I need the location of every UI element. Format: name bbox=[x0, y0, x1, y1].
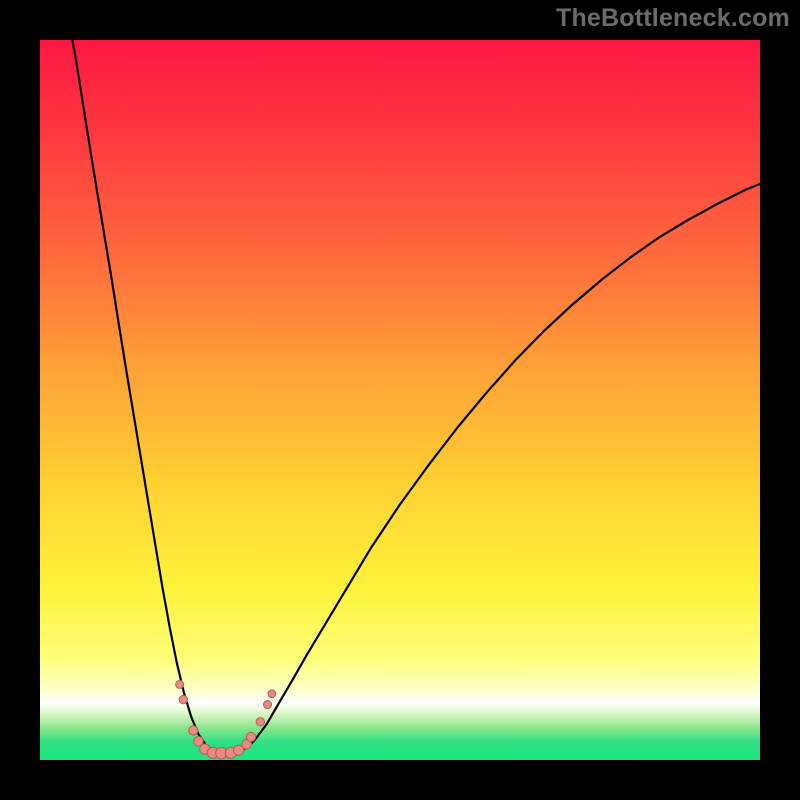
data-marker bbox=[264, 701, 272, 709]
data-marker bbox=[176, 680, 184, 688]
data-marker bbox=[179, 695, 187, 703]
data-marker bbox=[189, 726, 198, 735]
watermark-text: TheBottleneck.com bbox=[556, 4, 790, 33]
bottleneck-chart bbox=[0, 0, 800, 800]
gradient-plot-area bbox=[40, 40, 760, 760]
data-marker bbox=[256, 718, 264, 726]
chart-stage: TheBottleneck.com bbox=[0, 0, 800, 800]
data-marker bbox=[268, 690, 276, 698]
data-marker bbox=[246, 732, 255, 741]
